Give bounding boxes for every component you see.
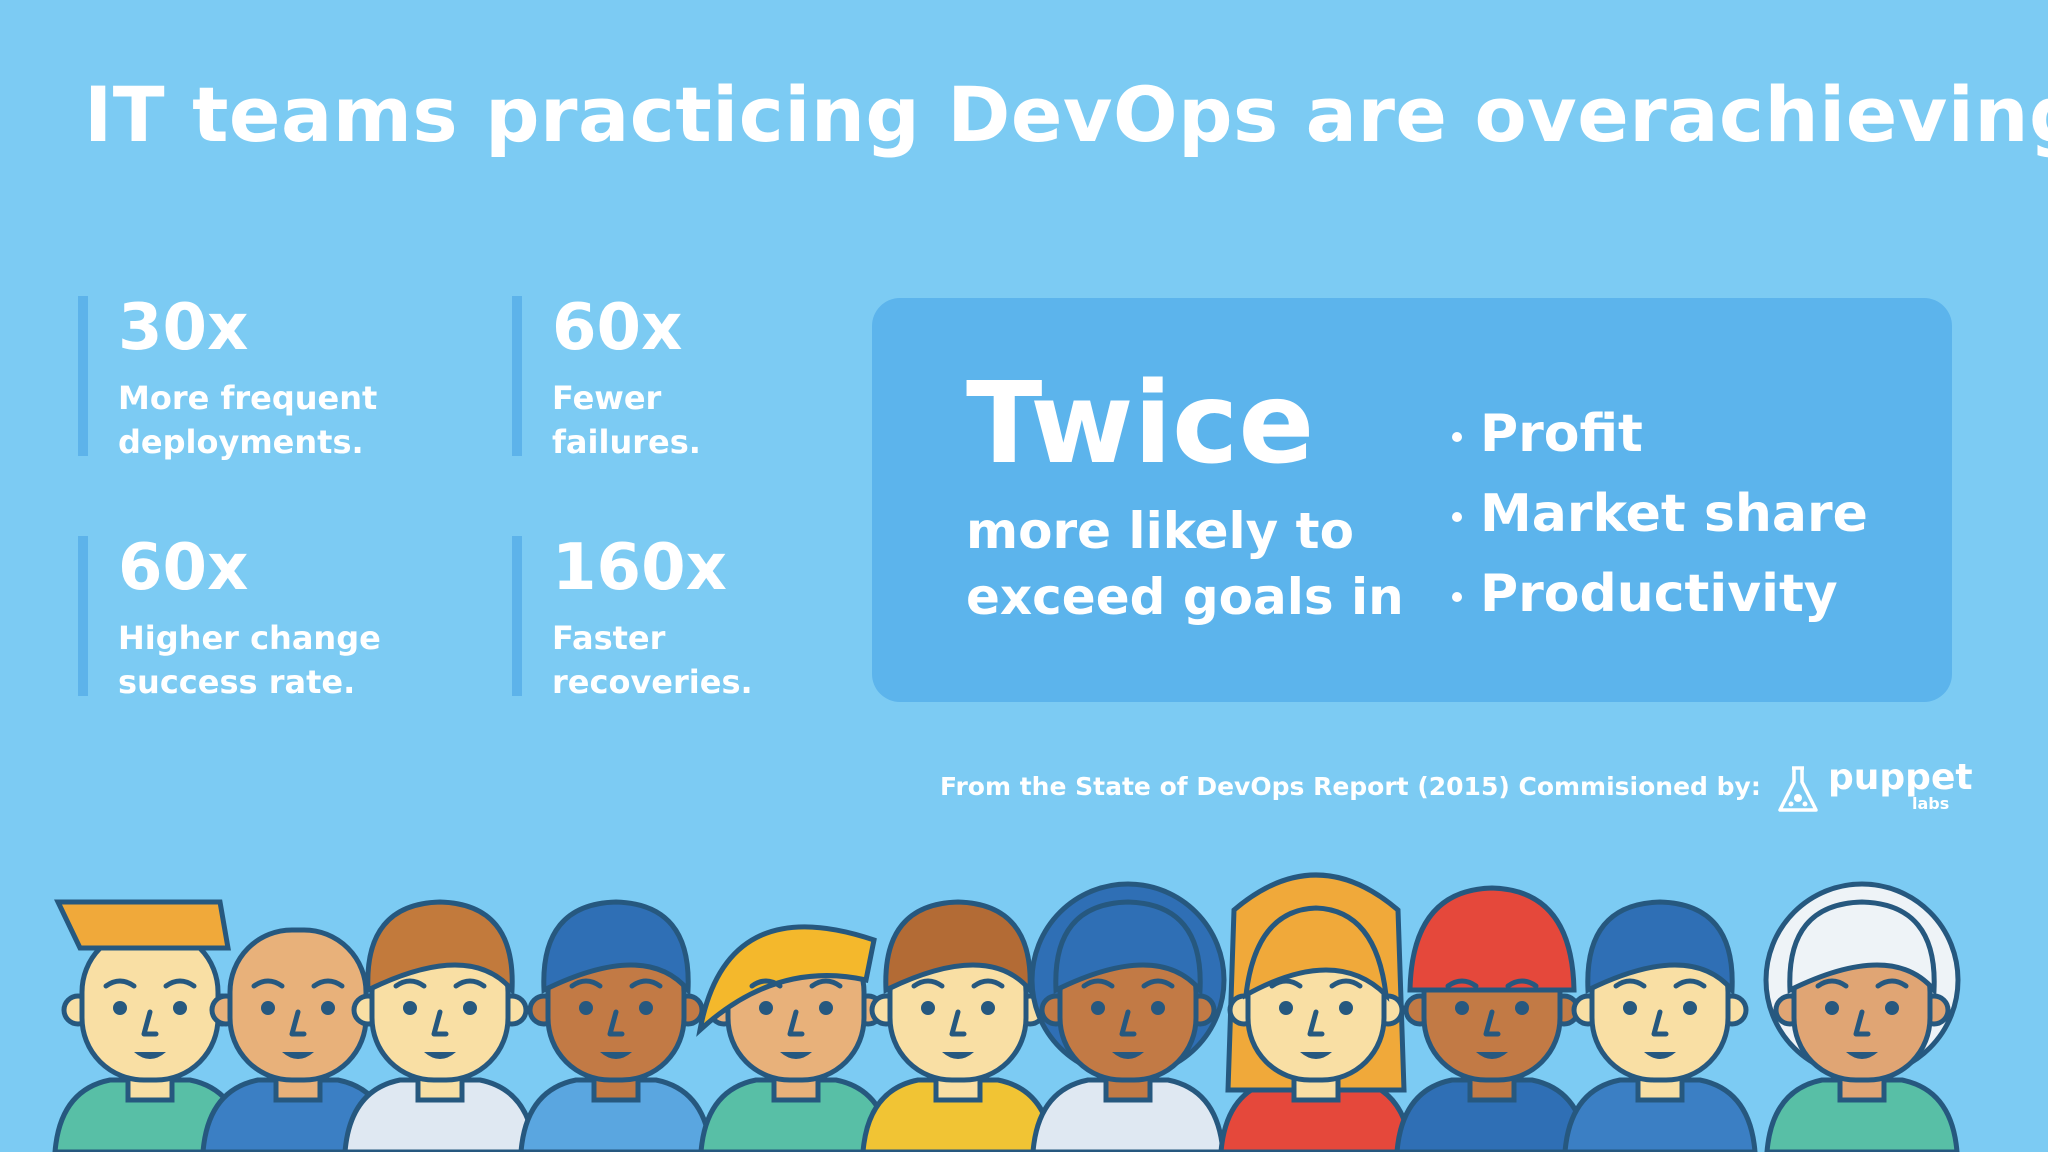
bullet-icon bbox=[1452, 512, 1462, 522]
stat-failures: 60x Fewer failures. bbox=[512, 291, 701, 461]
stat-description: Fewer failures. bbox=[552, 376, 701, 464]
person-10-icon bbox=[1562, 899, 1758, 1152]
stat-recoveries: 160x Faster recoveries. bbox=[512, 531, 753, 701]
stat-desc-line2: success rate. bbox=[118, 663, 356, 701]
person-3-icon bbox=[342, 899, 538, 1152]
panel-headline: Twice bbox=[966, 359, 1315, 489]
stat-desc-line2: recoveries. bbox=[552, 663, 753, 701]
people-illustration bbox=[52, 872, 1961, 1152]
stat-value: 60x bbox=[118, 531, 249, 605]
logo-brand: puppet bbox=[1828, 757, 1973, 798]
page-title: IT teams practicing DevOps are overachie… bbox=[84, 70, 2048, 159]
panel-subtext-line2: exceed goals in bbox=[966, 568, 1404, 626]
person-5-icon bbox=[696, 924, 894, 1152]
person-8-icon bbox=[1218, 872, 1414, 1152]
person-4-icon bbox=[518, 899, 714, 1152]
stat-deployments: 30x More frequent deployments. bbox=[78, 291, 377, 461]
stat-desc-line1: Fewer bbox=[552, 379, 662, 417]
goal-label: Productivity bbox=[1480, 564, 1838, 624]
stat-value: 60x bbox=[552, 291, 683, 365]
bullet-icon bbox=[1452, 432, 1462, 442]
puppet-logo: puppet labs bbox=[1776, 760, 1973, 816]
person-9-icon bbox=[1394, 885, 1590, 1152]
logo-brand-sub: labs bbox=[1912, 794, 1950, 813]
stat-desc-line2: failures. bbox=[552, 423, 701, 461]
goal-label: Profit bbox=[1480, 404, 1643, 464]
stat-desc-line1: Higher change bbox=[118, 619, 381, 657]
panel-subtext: more likely to exceed goals in bbox=[966, 498, 1436, 630]
stat-description: Faster recoveries. bbox=[552, 616, 753, 704]
goal-label: Market share bbox=[1480, 484, 1868, 544]
stat-desc-line2: deployments. bbox=[118, 423, 364, 461]
goals-list: Profit Market share Productivity bbox=[1452, 394, 1868, 634]
stat-value: 30x bbox=[118, 291, 249, 365]
goal-item: Productivity bbox=[1452, 554, 1868, 634]
stat-desc-line1: More frequent bbox=[118, 379, 378, 417]
goals-panel: Twice more likely to exceed goals in Pro… bbox=[872, 298, 1952, 702]
person-7-icon bbox=[1029, 881, 1227, 1152]
person-11-icon bbox=[1763, 881, 1961, 1152]
goal-item: Profit bbox=[1452, 394, 1868, 474]
stat-description: More frequent deployments. bbox=[118, 376, 377, 464]
bullet-icon bbox=[1452, 592, 1462, 602]
stat-desc-line1: Faster bbox=[552, 619, 666, 657]
stat-description: Higher change success rate. bbox=[118, 616, 381, 704]
source-citation: From the State of DevOps Report (2015) C… bbox=[940, 772, 1761, 801]
puppet-flask-icon bbox=[1778, 766, 1818, 812]
stat-change-success: 60x Higher change success rate. bbox=[78, 531, 381, 701]
stat-value: 160x bbox=[552, 531, 727, 605]
goal-item: Market share bbox=[1452, 474, 1868, 554]
person-6-icon bbox=[860, 899, 1056, 1152]
panel-subtext-line1: more likely to bbox=[966, 502, 1354, 560]
